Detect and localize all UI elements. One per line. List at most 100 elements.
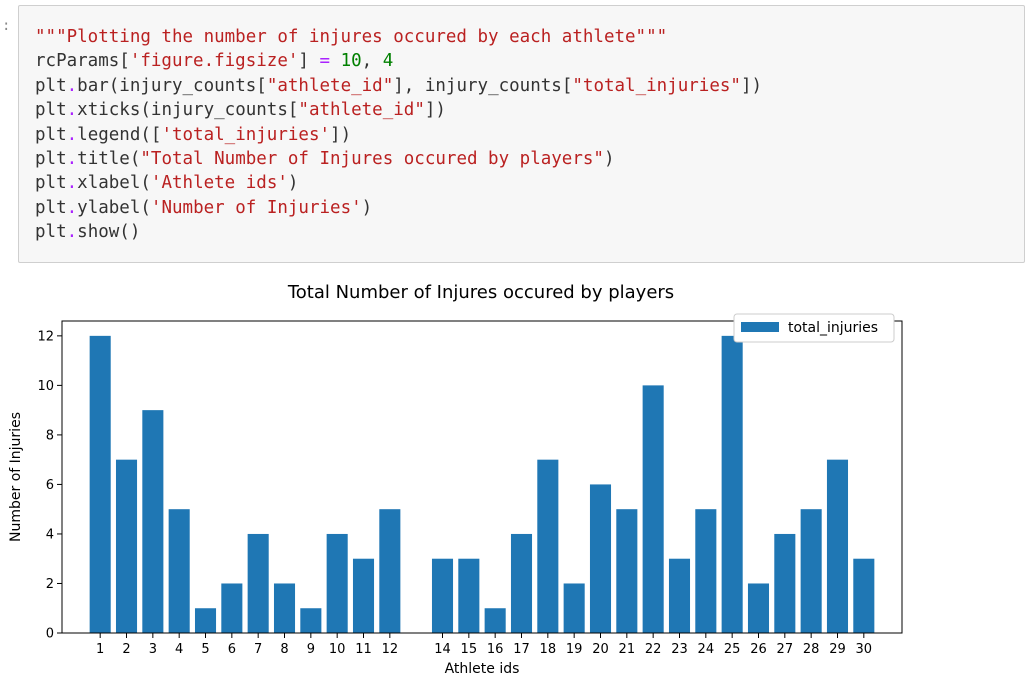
chart-title: Total Number of Injures occured by playe… [287, 282, 674, 303]
code-line: plt.ylabel('Number of Injuries') [35, 196, 762, 220]
code-token: . [66, 197, 78, 218]
y-tick-label: 6 [46, 478, 54, 493]
code-token: . [66, 173, 78, 194]
code-line: rcParams['figure.figsize'] = 10, 4 [35, 49, 762, 73]
bar-chart: Total Number of Injures occured by playe… [8, 282, 903, 677]
chart-output: Total Number of Injures occured by playe… [0, 270, 1027, 687]
code-token: plt [35, 222, 67, 243]
code-token [330, 51, 341, 71]
code-token: . [66, 75, 78, 96]
y-tick-label: 0 [46, 627, 54, 642]
bar-athlete-11 [352, 558, 375, 633]
code-token: "Total Number of Injures occured by play… [140, 148, 604, 169]
code-token: bar(injury_counts[ [77, 75, 267, 96]
code-token: xlabel( [77, 173, 151, 194]
x-tick-label: 7 [254, 642, 262, 657]
y-axis-label: Number of Injuries [8, 412, 24, 542]
x-tick-label: 30 [856, 642, 873, 657]
code-token: . [66, 148, 78, 169]
code-token: xticks(injury_counts[ [77, 100, 299, 121]
code-token: 10 [340, 51, 362, 72]
code-token: ) [603, 148, 615, 169]
code-token: = [319, 51, 331, 72]
x-tick-label: 18 [540, 642, 557, 657]
code-token: ]) [424, 100, 446, 121]
x-tick-label: 9 [307, 642, 315, 657]
code-line: plt.xticks(injury_counts["athlete_id"]) [35, 98, 762, 122]
x-tick-label: 4 [175, 642, 183, 657]
code-cell[interactable]: """Plotting the number of injures occure… [18, 5, 1025, 263]
bar-athlete-8 [273, 583, 296, 633]
bar-athlete-30 [853, 558, 875, 633]
bar-athlete-7 [247, 533, 269, 633]
x-tick-label: 3 [149, 642, 157, 657]
bar-athlete-2 [115, 459, 138, 633]
legend-label-total-injuries: total_injuries [788, 320, 878, 336]
y-tick-label: 2 [46, 577, 54, 592]
bar-athlete-24 [695, 509, 717, 633]
x-tick-label: 12 [382, 642, 399, 657]
code-line: plt.show() [35, 220, 762, 244]
x-tick-label: 5 [201, 642, 209, 657]
x-tick-label: 14 [434, 642, 451, 657]
code-token: ] [298, 51, 320, 72]
bar-athlete-17 [510, 533, 533, 633]
x-tick-label: 24 [698, 642, 715, 657]
y-tick-label: 4 [46, 527, 54, 542]
code-token: 4 [382, 51, 394, 72]
bar-athlete-14 [431, 558, 454, 633]
bar-athlete-3 [142, 410, 164, 633]
x-tick-label: 29 [829, 642, 846, 657]
y-axis: 0 2 4 6 8 10 12 [37, 329, 62, 642]
code-token: , [361, 51, 383, 72]
bar-athlete-25 [721, 335, 743, 633]
bar-athlete-23 [668, 558, 691, 633]
legend: total_injuries [733, 313, 895, 343]
bar-athlete-4 [168, 509, 190, 633]
x-tick-label: 6 [228, 642, 236, 657]
bar-athlete-16 [484, 608, 506, 633]
code-token: plt [35, 100, 67, 121]
code-token: plt [35, 173, 67, 194]
code-token: . [66, 222, 78, 243]
code-line: """Plotting the number of injures occure… [35, 25, 762, 49]
code-editor[interactable]: """Plotting the number of injures occure… [35, 25, 762, 245]
code-token: plt [35, 197, 67, 218]
bar-athlete-28 [800, 509, 822, 633]
bar-athlete-1 [89, 335, 111, 633]
x-tick-label: 27 [777, 642, 794, 657]
x-tick-label: 22 [645, 642, 662, 657]
bar-athlete-26 [747, 583, 770, 633]
code-line: plt.bar(injury_counts["athlete_id"], inj… [35, 74, 762, 98]
axes-frame [61, 320, 903, 634]
cell-prompt: : [2, 18, 11, 34]
bar-athlete-22 [642, 385, 664, 633]
code-line: plt.legend(['total_injuries']) [35, 123, 762, 147]
code-token: 'Number of Injuries' [150, 197, 362, 218]
code-token: plt [35, 75, 67, 96]
x-tick-label: 8 [280, 642, 288, 657]
bar-athlete-9 [300, 608, 322, 633]
code-token: ]) [330, 124, 352, 145]
bars-group [89, 335, 875, 633]
x-tick-label: 16 [487, 642, 504, 657]
code-token: ) [361, 197, 373, 218]
bar-athlete-20 [589, 484, 612, 633]
y-tick-label: 12 [37, 329, 54, 344]
bar-athlete-15 [458, 558, 480, 633]
bar-athlete-18 [537, 459, 559, 633]
legend-swatch [741, 322, 779, 332]
code-token: 'total_injuries' [161, 124, 331, 145]
code-token: "athlete_id" [266, 75, 394, 96]
x-axis-label: Athlete ids [445, 661, 520, 677]
x-tick-label: 2 [122, 642, 130, 657]
bar-athlete-19 [563, 583, 585, 633]
code-token: show() [77, 222, 141, 243]
x-tick-label: 10 [329, 642, 346, 657]
bar-athlete-27 [774, 533, 796, 633]
y-tick-label: 8 [46, 428, 54, 443]
code-token: plt [35, 124, 67, 145]
x-tick-label: 25 [724, 642, 741, 657]
x-tick-label: 23 [671, 642, 688, 657]
code-token: ], injury_counts[ [393, 75, 573, 96]
